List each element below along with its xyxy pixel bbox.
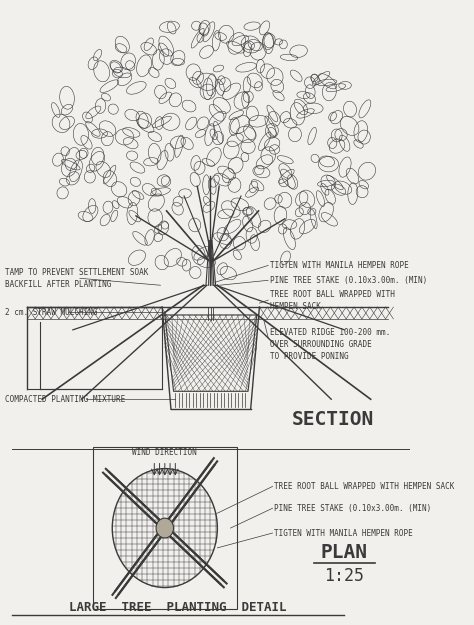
- Text: 1:25: 1:25: [324, 567, 365, 584]
- Text: LARGE  TREE  PLANTING  DETAIL: LARGE TREE PLANTING DETAIL: [69, 601, 287, 614]
- Text: PLAN: PLAN: [321, 543, 368, 562]
- Text: COMPACTED PLANTING MIXTURE: COMPACTED PLANTING MIXTURE: [5, 395, 125, 404]
- Text: TIGTEN WITH MANILA HEMPEN ROPE: TIGTEN WITH MANILA HEMPEN ROPE: [274, 529, 413, 538]
- Text: TIGTEN WITH MANILA HEMPEN ROPE: TIGTEN WITH MANILA HEMPEN ROPE: [270, 261, 409, 270]
- Text: TREE ROOT BALL WRAPPED WITH
HEMPEN SACK: TREE ROOT BALL WRAPPED WITH HEMPEN SACK: [270, 290, 395, 311]
- Text: WIND DIRECTION: WIND DIRECTION: [132, 448, 197, 457]
- Text: TAMP TO PREVENT SETTLEMENT SOAK
BACKFILL AFTER PLANTING: TAMP TO PREVENT SETTLEMENT SOAK BACKFILL…: [5, 268, 148, 289]
- Text: ELEVATED RIDGE 100-200 mm.
OVER SURROUNDING GRADE
TO PROVIDE PONING: ELEVATED RIDGE 100-200 mm. OVER SURROUND…: [270, 328, 390, 361]
- Text: PINE TREE STAKE (0.10x3.00m. (MIN): PINE TREE STAKE (0.10x3.00m. (MIN): [274, 504, 431, 512]
- Circle shape: [156, 518, 173, 538]
- Bar: [93, 447, 237, 609]
- Text: 2 cm. STRAW MULCHING: 2 cm. STRAW MULCHING: [5, 308, 97, 316]
- Text: TREE ROOT BALL WRAPPED WITH HEMPEN SACK: TREE ROOT BALL WRAPPED WITH HEMPEN SACK: [274, 482, 455, 491]
- Text: PINE TREE STAKE (0.10x3.00m. (MIN): PINE TREE STAKE (0.10x3.00m. (MIN): [270, 276, 427, 285]
- Text: SECTION: SECTION: [292, 409, 374, 429]
